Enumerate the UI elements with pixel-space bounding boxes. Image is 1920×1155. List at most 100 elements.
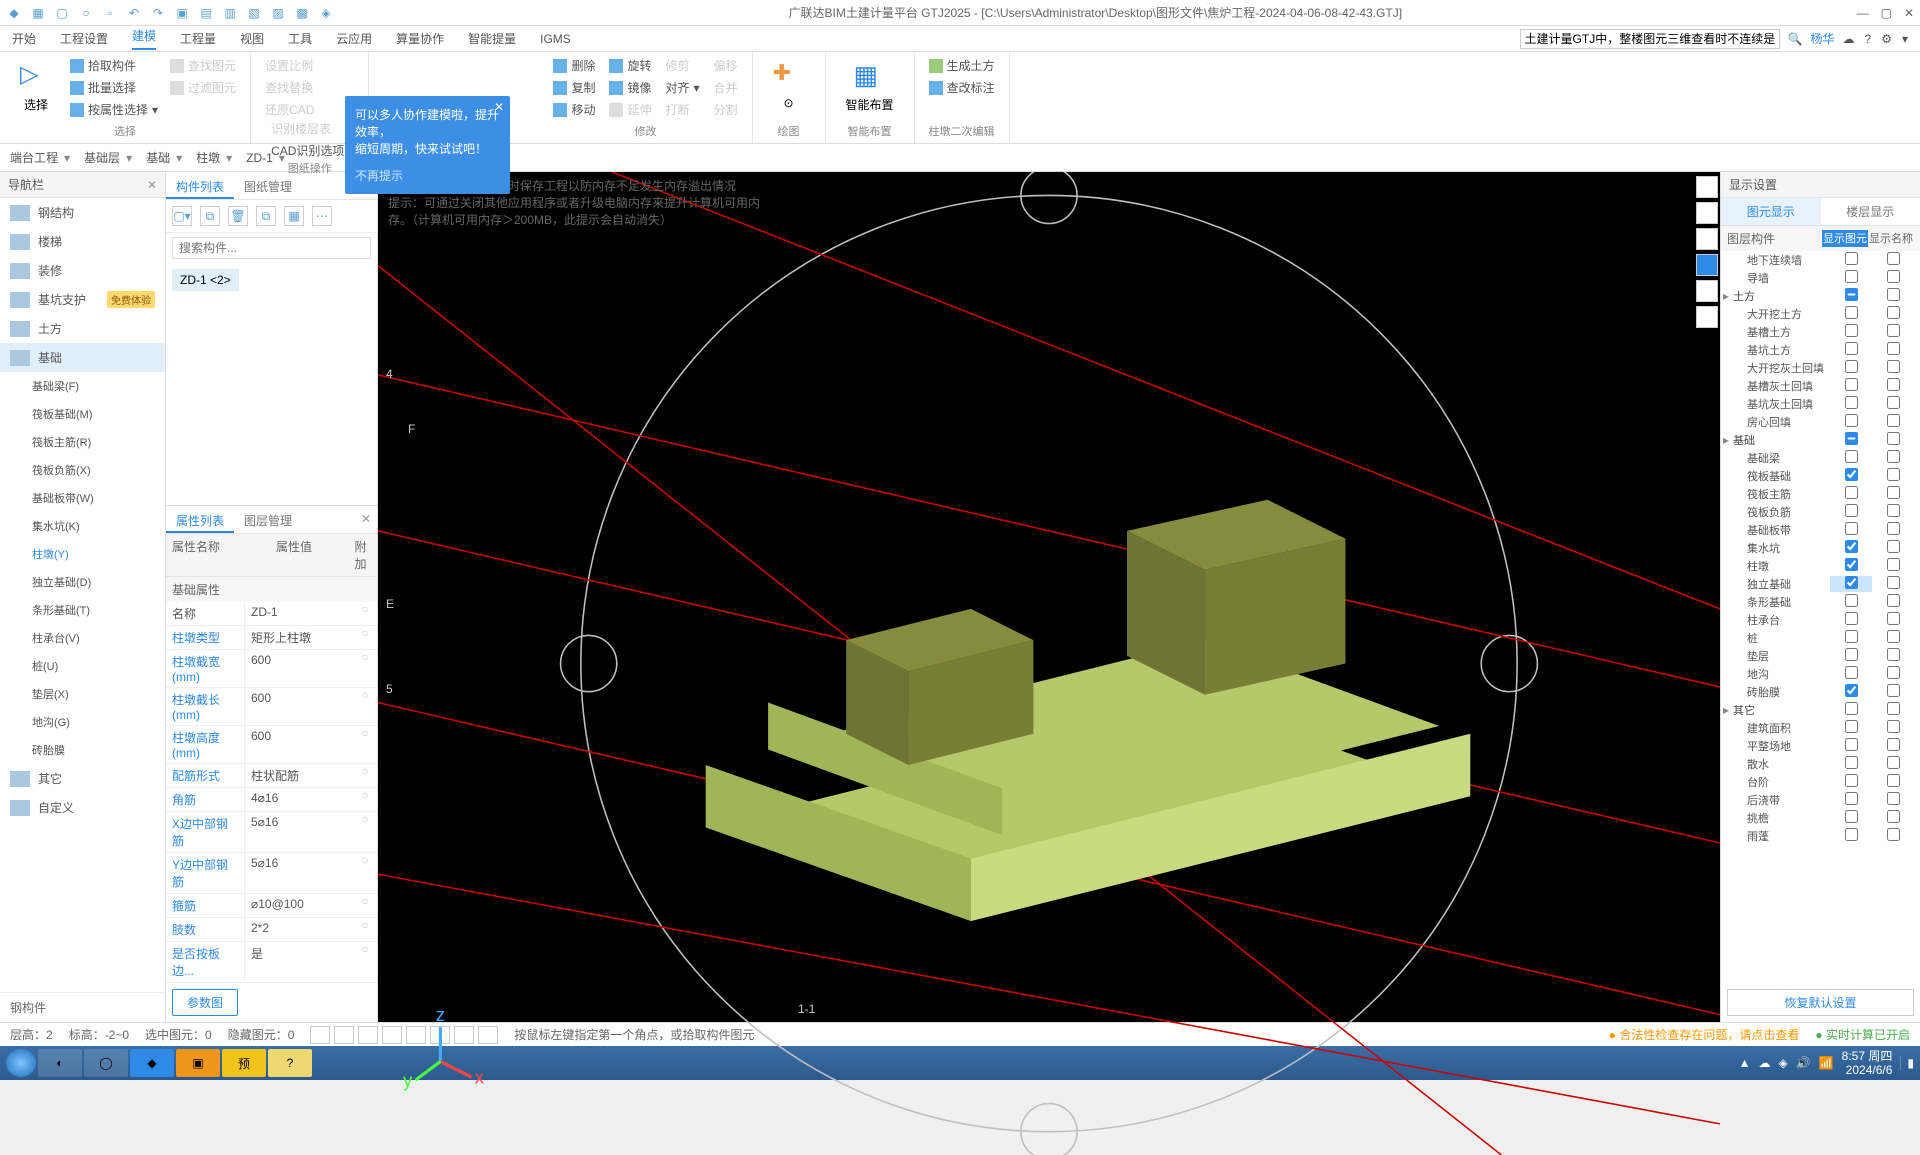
tree-label[interactable]: 大开挖灰土回填 bbox=[1727, 360, 1830, 376]
help-icon[interactable]: ? bbox=[1865, 32, 1872, 46]
tree-label[interactable]: 基础 bbox=[1727, 432, 1830, 448]
menu-6[interactable]: 云应用 bbox=[336, 30, 372, 47]
menu-4[interactable]: 视图 bbox=[240, 30, 264, 47]
tree-label[interactable]: 房心回填 bbox=[1727, 414, 1830, 430]
prop-extra[interactable]: ○ bbox=[353, 688, 377, 725]
tab-floor-display[interactable]: 楼层显示 bbox=[1821, 198, 1920, 225]
view-tool-3[interactable] bbox=[1696, 228, 1718, 250]
prop-value[interactable]: 600 bbox=[244, 726, 353, 763]
show-name-cb[interactable] bbox=[1887, 414, 1900, 427]
new-icon[interactable]: ▢ bbox=[54, 5, 70, 21]
show-name-cb[interactable] bbox=[1887, 666, 1900, 679]
tree-label[interactable]: 筏板负筋 bbox=[1727, 504, 1830, 520]
tree-label[interactable]: 条形基础 bbox=[1727, 594, 1830, 610]
show-element-cb[interactable] bbox=[1845, 738, 1858, 751]
tree-label[interactable]: 建筑面积 bbox=[1727, 720, 1830, 736]
show-name-cb[interactable] bbox=[1887, 432, 1900, 445]
prop-extra[interactable]: ○ bbox=[353, 726, 377, 763]
show-element-cb[interactable] bbox=[1845, 486, 1858, 499]
menu-2[interactable]: 建模 bbox=[132, 27, 156, 50]
menu-8[interactable]: 智能提量 bbox=[468, 30, 516, 47]
tree-label[interactable]: 柱承台 bbox=[1727, 612, 1830, 628]
nav-sub-筏板主筋(R)[interactable]: 筏板主筋(R) bbox=[0, 428, 165, 456]
tooltip-dismiss[interactable]: 不再提示 bbox=[355, 167, 500, 184]
tree-label[interactable]: 地沟 bbox=[1727, 666, 1830, 682]
show-name-cb[interactable] bbox=[1887, 612, 1900, 625]
tree-label[interactable]: 土方 bbox=[1727, 288, 1830, 304]
prop-value[interactable]: 600 bbox=[244, 650, 353, 687]
component-item[interactable]: ZD-1 <2> bbox=[172, 269, 239, 291]
prop-extra[interactable]: ○ bbox=[353, 650, 377, 687]
menu-7[interactable]: 算量协作 bbox=[396, 30, 444, 47]
show-element-cb[interactable] bbox=[1845, 576, 1858, 589]
start-button[interactable] bbox=[6, 1049, 36, 1077]
check-anno[interactable]: 查改标注 bbox=[927, 78, 997, 97]
show-element-cb[interactable] bbox=[1845, 396, 1858, 409]
show-name-cb[interactable] bbox=[1887, 558, 1900, 571]
show-element-cb[interactable] bbox=[1845, 684, 1858, 697]
delete-comp-icon[interactable]: 🗑 bbox=[228, 206, 248, 226]
floor-select[interactable]: 基础层 bbox=[84, 149, 132, 166]
nav-自定义[interactable]: 自定义 bbox=[0, 793, 165, 822]
select-by-prop[interactable]: 按属性选择 ▾ bbox=[68, 100, 160, 119]
nav-土方[interactable]: 土方 bbox=[0, 314, 165, 343]
show-element-cb[interactable] bbox=[1845, 594, 1858, 607]
show-element-cb[interactable] bbox=[1845, 342, 1858, 355]
show-element-cb[interactable] bbox=[1845, 270, 1858, 283]
prop-extra[interactable]: ○ bbox=[353, 812, 377, 852]
show-element-cb[interactable] bbox=[1845, 432, 1858, 445]
show-element-cb[interactable] bbox=[1845, 630, 1858, 643]
show-name-cb[interactable] bbox=[1887, 378, 1900, 391]
reset-display-btn[interactable]: 恢复默认设置 bbox=[1727, 989, 1914, 1016]
nav-sub-柱墩(Y)[interactable]: 柱墩(Y) bbox=[0, 540, 165, 568]
tab-drawing-mgmt[interactable]: 图纸管理 bbox=[234, 172, 302, 199]
show-name-cb[interactable] bbox=[1887, 252, 1900, 265]
tree-label[interactable]: 基础梁 bbox=[1727, 450, 1830, 466]
nav-其它[interactable]: 其它 bbox=[0, 764, 165, 793]
prop-value[interactable]: 柱状配筋 bbox=[244, 764, 353, 787]
nav-sub-筏板负筋(X)[interactable]: 筏板负筋(X) bbox=[0, 456, 165, 484]
select-tool[interactable]: ▷选择 bbox=[12, 56, 60, 119]
view-tool-4[interactable] bbox=[1696, 254, 1718, 276]
sort-comp-icon[interactable]: ▦ bbox=[284, 206, 304, 226]
smart-layout[interactable]: ▦智能布置 bbox=[838, 56, 902, 117]
show-element-cb[interactable] bbox=[1845, 288, 1858, 301]
menu-5[interactable]: 工具 bbox=[288, 30, 312, 47]
tree-label[interactable]: 地下连续墙 bbox=[1727, 252, 1830, 268]
prop-value[interactable]: 是 bbox=[244, 942, 353, 982]
nav-楼梯[interactable]: 楼梯 bbox=[0, 227, 165, 256]
nav-sub-集水坑(K)[interactable]: 集水坑(K) bbox=[0, 512, 165, 540]
tree-label[interactable]: 基槽土方 bbox=[1727, 324, 1830, 340]
mirror-btn[interactable]: 镜像 bbox=[607, 78, 653, 97]
show-element-cb[interactable] bbox=[1845, 612, 1858, 625]
show-element-cb[interactable] bbox=[1845, 468, 1858, 481]
show-name-cb[interactable] bbox=[1887, 342, 1900, 355]
qa2-icon[interactable]: ▣ bbox=[174, 5, 190, 21]
task-5[interactable]: 预 bbox=[222, 1049, 266, 1077]
prop-extra[interactable]: ○ bbox=[353, 918, 377, 941]
tree-label[interactable]: 砖胎膜 bbox=[1727, 684, 1830, 700]
show-name-cb[interactable] bbox=[1887, 684, 1900, 697]
show-name-cb[interactable] bbox=[1887, 360, 1900, 373]
sb-icon-1[interactable] bbox=[310, 1026, 330, 1044]
show-name-cb[interactable] bbox=[1887, 486, 1900, 499]
prop-value[interactable]: 2*2 bbox=[244, 918, 353, 941]
show-element-cb[interactable] bbox=[1845, 522, 1858, 535]
show-name-cb[interactable] bbox=[1887, 720, 1900, 733]
tree-label[interactable]: 挑檐 bbox=[1727, 810, 1830, 826]
disp-col-element[interactable]: 显示图元 bbox=[1822, 230, 1868, 247]
search-icon[interactable]: 🔍 bbox=[1788, 32, 1803, 46]
nav-sub-地沟(G)[interactable]: 地沟(G) bbox=[0, 708, 165, 736]
show-name-cb[interactable] bbox=[1887, 504, 1900, 517]
prop-value[interactable]: ZD-1 bbox=[244, 602, 353, 625]
layer-comp-icon[interactable]: ⧉ bbox=[256, 206, 276, 226]
show-name-cb[interactable] bbox=[1887, 828, 1900, 841]
tree-label[interactable]: 垫层 bbox=[1727, 648, 1830, 664]
show-element-cb[interactable] bbox=[1845, 666, 1858, 679]
nav-sub-条形基础(T)[interactable]: 条形基础(T) bbox=[0, 596, 165, 624]
show-element-cb[interactable] bbox=[1845, 324, 1858, 337]
cad-options[interactable]: CAD识别选项 ▾ bbox=[269, 141, 356, 160]
show-element-cb[interactable] bbox=[1845, 648, 1858, 661]
component-search[interactable] bbox=[172, 237, 371, 259]
show-element-cb[interactable] bbox=[1845, 360, 1858, 373]
